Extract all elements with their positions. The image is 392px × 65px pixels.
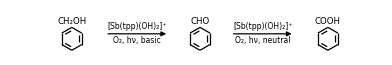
Text: O₂, hν, basic: O₂, hν, basic: [113, 36, 161, 45]
Text: COOH: COOH: [315, 17, 341, 26]
Text: [Sb(tpp)(OH)₂]⁺: [Sb(tpp)(OH)₂]⁺: [107, 22, 167, 31]
Text: [Sb(tpp)(OH)₂]⁺: [Sb(tpp)(OH)₂]⁺: [233, 22, 292, 31]
Text: CHO: CHO: [191, 17, 210, 26]
Text: CH₂OH: CH₂OH: [57, 17, 86, 26]
Text: O₂, hν, neutral: O₂, hν, neutral: [235, 36, 290, 45]
